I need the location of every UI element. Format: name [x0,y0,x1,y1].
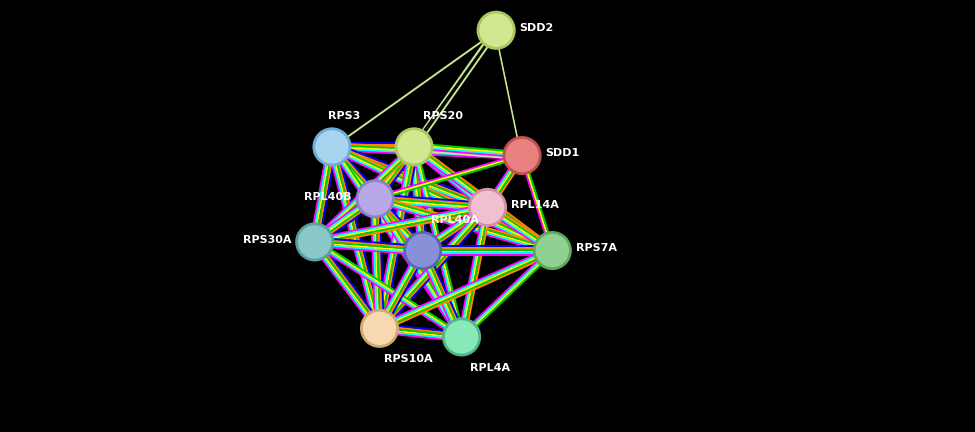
Circle shape [314,129,350,165]
Text: SDD2: SDD2 [520,23,554,33]
Circle shape [396,129,432,165]
Text: RPL14A: RPL14A [511,200,559,210]
Text: RPL40B: RPL40B [304,191,352,202]
Circle shape [357,181,393,217]
Circle shape [478,12,514,48]
Circle shape [296,224,332,260]
Circle shape [362,310,398,346]
Circle shape [534,232,570,269]
Text: RPS10A: RPS10A [384,354,433,364]
Circle shape [469,189,506,226]
Circle shape [405,232,441,269]
Text: RPL40A: RPL40A [431,215,479,225]
Text: RPS7A: RPS7A [575,243,616,254]
Circle shape [444,319,480,355]
Text: RPS20: RPS20 [423,111,463,121]
Text: RPS30A: RPS30A [243,235,292,245]
Text: RPL4A: RPL4A [470,363,510,373]
Text: RPS3: RPS3 [328,111,360,121]
Text: SDD1: SDD1 [545,148,580,159]
Circle shape [504,137,540,174]
